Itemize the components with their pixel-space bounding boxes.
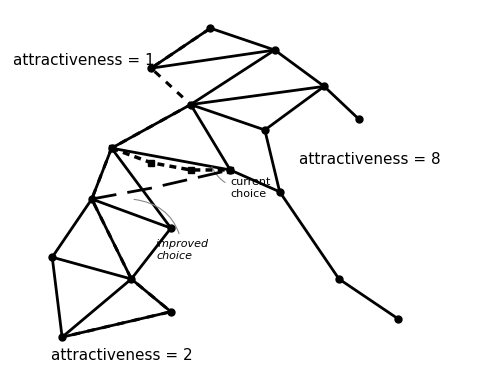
Text: current
choice: current choice	[212, 167, 270, 199]
Text: attractiveness = 8: attractiveness = 8	[300, 152, 441, 166]
Text: improved
choice: improved choice	[134, 199, 209, 261]
Text: attractiveness = 2: attractiveness = 2	[50, 348, 193, 363]
Text: attractiveness = 1: attractiveness = 1	[12, 54, 154, 68]
